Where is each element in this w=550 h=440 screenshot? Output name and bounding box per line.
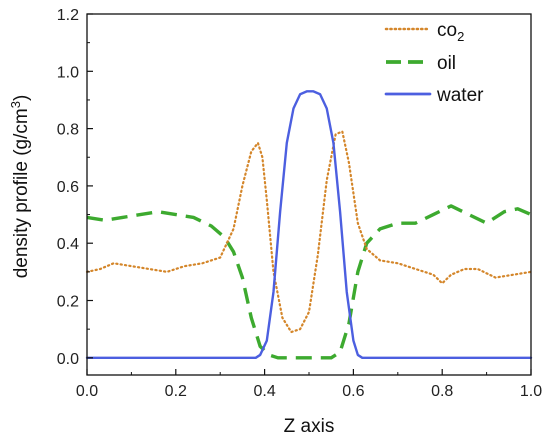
x-tick-label: 0.6 [342, 383, 364, 400]
y-axis-title-close: ) [11, 95, 32, 101]
x-tick-label: 0.2 [165, 383, 187, 400]
y-tick-label: 1.2 [57, 7, 79, 24]
legend-label-water: water [436, 85, 484, 106]
y-axis-title-sup: 3 [8, 101, 23, 108]
legend-label-co2-main: co [437, 20, 457, 41]
y-axis-title-main: density profile (g/cm [11, 108, 32, 278]
y-tick-label: 0.8 [57, 122, 79, 139]
series-line-water [85, 90, 533, 360]
x-tick-label: 1.0 [520, 383, 542, 400]
series-line-oil [86, 204, 532, 360]
y-tick-label: 0.2 [57, 294, 79, 311]
plot-lines [85, 90, 533, 360]
legend-label-co2: co2 [437, 20, 464, 44]
y-axis-title: density profile (g/cm3) [8, 95, 32, 279]
x-tick-label: 0.0 [76, 383, 98, 400]
x-tick-label: 0.4 [253, 383, 275, 400]
y-tick-label: 0.4 [57, 236, 79, 253]
legend: co2 oil water [384, 20, 484, 106]
y-tick-label: 0.0 [57, 351, 79, 368]
series-line-co2 [85, 130, 533, 334]
x-tick-label: 0.8 [431, 383, 453, 400]
axis-ticks [86, 13, 532, 375]
x-axis-title: Z axis [284, 416, 335, 437]
axis-tick-labels: 0.0 0.2 0.4 0.6 0.8 1.0 0.0 0.2 0.4 0.6 0.8 1.0 1.2 [57, 7, 542, 400]
legend-label-oil: oil [437, 53, 456, 74]
y-tick-label: 0.6 [57, 179, 79, 196]
legend-label-co2-sub: 2 [457, 29, 464, 44]
plot-frame [86, 13, 532, 376]
y-tick-label: 1.0 [57, 64, 79, 81]
